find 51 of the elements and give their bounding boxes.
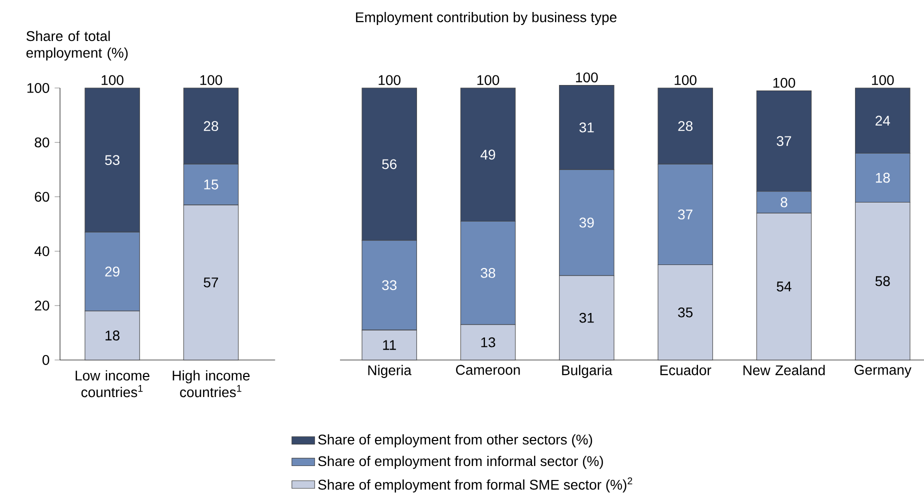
x-tick-label: Ecuador (660, 364, 712, 376)
total-label: 100 (773, 78, 796, 88)
x-tick-label: New Zealand (744, 364, 825, 376)
y-axis-title: Share of total employment (%) (26, 30, 128, 61)
y-tick-label: 40 (34, 246, 50, 256)
total-label: 100 (378, 75, 400, 86)
legend-label: Share of employment from formal SME sector (%)$^{2}$ (318, 477, 632, 492)
total-label: 100 (477, 75, 500, 86)
data-label: 8 (780, 197, 788, 208)
data-label: 15 (204, 180, 218, 190)
x-tick-label: Low income countries$^{1}$ (76, 370, 150, 398)
data-label: 58 (875, 276, 890, 286)
x-tick-label: High income countries$^{1}$ (172, 370, 250, 398)
y-tick-label: 80 (34, 137, 50, 148)
data-label: 54 (776, 282, 792, 292)
data-label: 31 (579, 122, 594, 132)
data-label: 31 (579, 312, 594, 323)
data-label: 49 (480, 150, 496, 160)
y-tick-label: 20 (34, 300, 50, 311)
total-label: 100 (576, 72, 598, 82)
data-label: 29 (105, 266, 120, 277)
data-label: 37 (776, 136, 792, 146)
total-label: 100 (872, 75, 894, 86)
legend-label: Share of employment from other sectors (%) (318, 434, 592, 448)
total-label: 100 (200, 75, 222, 86)
data-label: 39 (579, 218, 594, 228)
data-label: 38 (480, 268, 496, 278)
x-tick-label: Cameroon (456, 364, 520, 375)
data-label: 18 (106, 330, 120, 340)
chart-title: Employment contribution by business type (356, 12, 616, 25)
data-label: 18 (876, 172, 890, 183)
data-label: 37 (678, 210, 692, 220)
y-tick-label: 60 (34, 192, 50, 202)
data-label: 13 (481, 337, 496, 348)
x-tick-label: Nigeria (368, 364, 412, 378)
total-label: 100 (674, 75, 696, 86)
data-label: 28 (204, 121, 218, 132)
x-tick-label: Bulgaria (562, 364, 612, 378)
data-label: 11 (383, 340, 396, 350)
legend-label: Share of employment from informal sector (%) (318, 456, 603, 469)
data-label: 28 (678, 121, 693, 132)
data-label: 57 (204, 278, 218, 288)
x-tick-label: Germany (854, 364, 912, 378)
y-tick-label: 0 (42, 355, 50, 365)
data-label: 24 (876, 116, 890, 126)
data-label: 56 (382, 159, 397, 170)
total-label: 100 (102, 75, 124, 86)
data-label: 33 (382, 280, 397, 290)
data-label: 53 (105, 155, 120, 166)
y-tick-label: 100 (27, 83, 50, 93)
data-label: 35 (678, 307, 693, 318)
